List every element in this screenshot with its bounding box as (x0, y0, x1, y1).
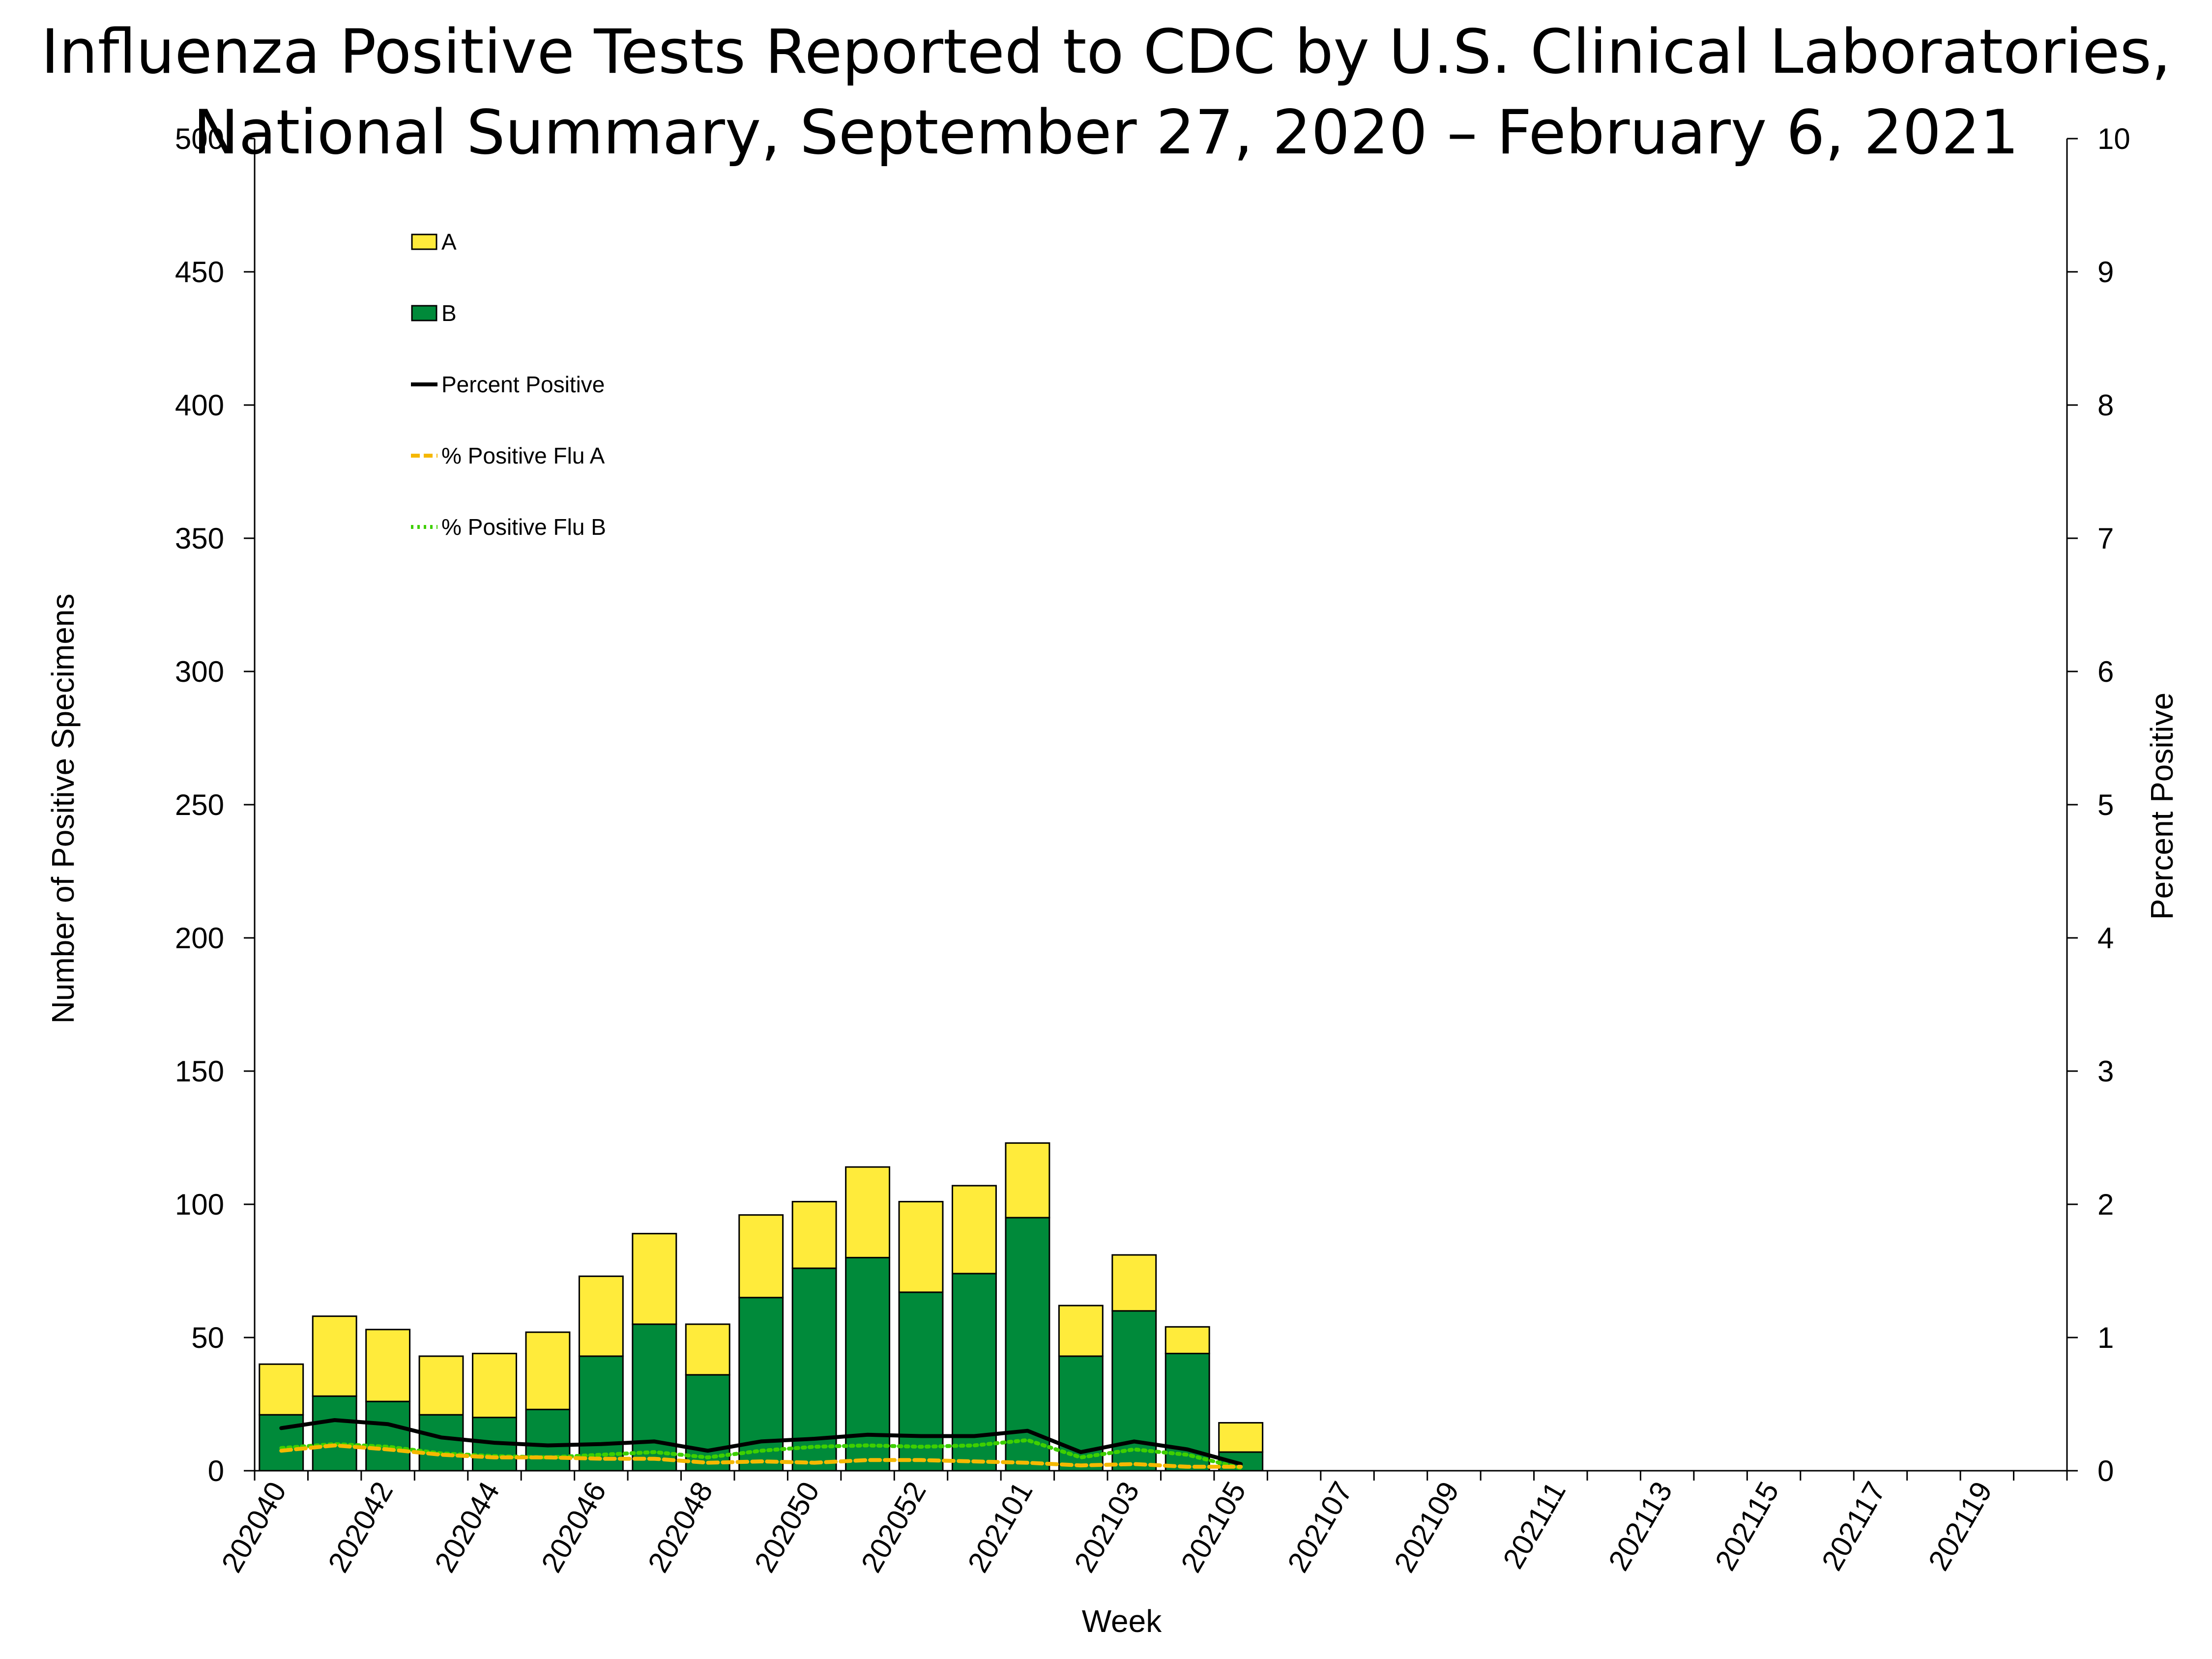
bar-a-202053 (951, 1185, 997, 1275)
bar-b-202040 (259, 1414, 304, 1472)
y2-tick-label-3: 3 (2097, 1055, 2114, 1088)
line-percent-positive-flu-a (279, 1443, 1243, 1469)
bar-b-202053 (951, 1273, 997, 1472)
bar-a-202042 (365, 1329, 411, 1402)
bar-a-202051 (845, 1166, 891, 1258)
x-tick-label-202119: 202119 (1922, 1476, 1999, 1576)
bar-a-202052 (898, 1201, 944, 1293)
plot-area: 0 50 100 150 200 250 300 350 400 450 500 0 1 2 3 4 5 6 7 8 9… (175, 122, 2130, 1578)
bar-a-202047 (632, 1233, 677, 1325)
y-tick-label-250: 250 (175, 788, 224, 821)
y2-tick-label-7: 7 (2097, 522, 2114, 555)
bar-a-202105 (1218, 1422, 1264, 1453)
bar-a-202045 (525, 1331, 571, 1410)
bar-a-202049 (738, 1214, 784, 1299)
bar-b-202101 (1005, 1217, 1050, 1472)
legend-label-b: B (441, 300, 457, 326)
bar-a-202103 (1111, 1254, 1157, 1312)
legend-label-a: A (441, 229, 457, 255)
bar-a-202101 (1005, 1142, 1050, 1219)
x-tick-label-202113: 202113 (1602, 1476, 1679, 1576)
y2-tick-label-5: 5 (2097, 788, 2114, 821)
legend: A B Percent Positive % Positive Flu A % … (411, 229, 606, 540)
legend-label-flu-b: % Positive Flu B (441, 514, 606, 540)
x-tick-label-202101: 202101 (961, 1476, 1039, 1578)
y2-tick-label-4: 4 (2097, 922, 2114, 955)
x-axis-label: Week (1082, 1603, 1162, 1639)
legend-label-percent-positive: Percent Positive (441, 372, 605, 397)
x-tick-label-202052: 202052 (855, 1476, 932, 1578)
bar-a-202046 (578, 1275, 624, 1357)
y-tick-label-100: 100 (175, 1188, 224, 1221)
legend-swatch-a (411, 233, 437, 250)
bar-a-202041 (312, 1315, 357, 1397)
bar-a-202050 (791, 1201, 837, 1269)
x-tick-label-202044: 202044 (428, 1476, 506, 1578)
x-tick-label-202048: 202048 (641, 1476, 719, 1578)
y-tick-label-200: 200 (175, 922, 224, 955)
x-tick-label-202107: 202107 (1281, 1476, 1359, 1578)
y2-tick-label-2: 2 (2097, 1188, 2114, 1221)
bar-b-202041 (312, 1395, 357, 1472)
bar-a-202043 (418, 1355, 464, 1416)
x-tick-label-202103: 202103 (1068, 1476, 1145, 1578)
y2-tick-label-1: 1 (2097, 1321, 2114, 1354)
y-tick-label-350: 350 (175, 522, 224, 555)
line-percent-positive (279, 1418, 1243, 1466)
x-tick-label-202046: 202046 (535, 1476, 612, 1578)
bar-a-202040 (259, 1363, 304, 1416)
chart-title-line-1: Influenza Positive Tests Reported to CDC… (41, 17, 2171, 87)
x-tick-label-202111: 202111 (1496, 1476, 1572, 1574)
bar-b-202103 (1111, 1310, 1157, 1472)
y2-tick-label-6: 6 (2097, 655, 2114, 688)
x-tick-label-202040: 202040 (215, 1476, 292, 1578)
x-tick-label-202042: 202042 (321, 1476, 399, 1578)
bar-b-202051 (845, 1256, 891, 1472)
legend-label-flu-a: % Positive Flu A (441, 443, 605, 468)
bar-b-202043 (418, 1414, 464, 1472)
y-tick-label-50: 50 (191, 1321, 224, 1354)
y2-tick-label-8: 8 (2097, 389, 2114, 422)
bar-a-202044 (472, 1353, 517, 1419)
y2-tick-label-9: 9 (2097, 256, 2114, 289)
x-tick-label-202105: 202105 (1174, 1476, 1252, 1578)
x-tick-label-202115: 202115 (1709, 1476, 1785, 1576)
x-tick-label-202050: 202050 (748, 1476, 826, 1578)
bar-b-202047 (632, 1323, 677, 1472)
y2-axis-label: Percent Positive (2144, 693, 2180, 920)
y2-tick-label-0: 0 (2097, 1455, 2114, 1487)
y-tick-label-400: 400 (175, 389, 224, 422)
bar-a-202102 (1058, 1305, 1104, 1357)
bar-b-202045 (525, 1408, 571, 1472)
bar-b-202052 (898, 1291, 944, 1472)
line-percent-positive-flu-b (279, 1438, 1243, 1470)
y-tick-label-150: 150 (175, 1055, 224, 1088)
y2-tick-label-10: 10 (2097, 122, 2130, 155)
y-axis-label: Number of Positive Specimens (45, 593, 81, 1023)
x-tick-label-202109: 202109 (1388, 1476, 1465, 1578)
chart-title-line-2: National Summary, September 27, 2020 – F… (193, 97, 2019, 168)
y-tick-label-0: 0 (208, 1455, 224, 1487)
y-tick-label-300: 300 (175, 655, 224, 688)
bar-b-202046 (578, 1355, 624, 1472)
x-tick-label-202117: 202117 (1815, 1476, 1892, 1576)
y-tick-label-450: 450 (175, 256, 224, 289)
bar-a-202048 (685, 1323, 730, 1376)
bar-a-202104 (1164, 1326, 1210, 1355)
bar-b-202042 (365, 1400, 411, 1472)
legend-swatch-b (411, 305, 437, 321)
y-tick-label-500: 500 (175, 122, 224, 155)
